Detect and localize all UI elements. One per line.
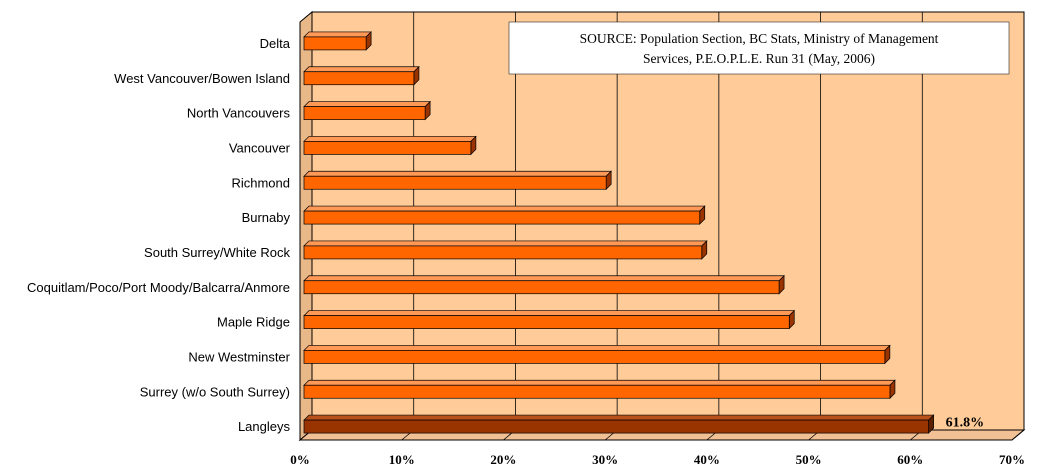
bars: 61.8% — [303, 31, 985, 434]
source-box-background — [508, 21, 1010, 75]
bar — [303, 240, 708, 260]
bar-top-face — [303, 310, 796, 316]
bar-top-face — [303, 345, 891, 351]
bar — [303, 135, 477, 156]
bar-front-face — [303, 106, 426, 120]
x-tick-label: 50% — [796, 452, 822, 467]
bar — [303, 379, 896, 400]
x-tick-label: 60% — [897, 452, 923, 467]
category-label: North Vancouvers — [187, 106, 291, 121]
bar-front-face — [303, 175, 607, 190]
category-label: Coquitlam/Poco/Port Moody/Balcarra/Anmor… — [27, 280, 290, 295]
category-label: West Vancouver/Bowen Island — [114, 71, 290, 86]
category-label: Vancouver — [229, 140, 291, 155]
bar-front-face — [303, 210, 701, 225]
bar-top-face — [303, 170, 613, 177]
bar — [303, 100, 431, 121]
category-label: Burnaby — [242, 210, 291, 225]
bar-front-face — [303, 141, 472, 155]
x-axis-tick-labels: 0% 10% 20% 30% 40% 50% 60% 70% — [290, 452, 1025, 467]
bar-front-face — [303, 245, 703, 260]
bar-top-face — [303, 136, 477, 142]
source-line-1: SOURCE: Population Section, BC Stats, Mi… — [580, 31, 939, 46]
gridline-floor — [1011, 429, 1025, 441]
bar-top-face — [303, 101, 431, 107]
bar-front-face — [303, 350, 886, 364]
bar — [303, 31, 372, 51]
bar-front-face — [303, 384, 891, 399]
bar — [303, 65, 420, 86]
bar-top-face — [303, 205, 706, 212]
x-tick-label: 30% — [592, 452, 618, 467]
category-label: Surrey (w/o South Surrey) — [140, 384, 290, 399]
source-line-2: Services, P.E.O.P.L.E. Run 31 (May, 2006… — [643, 51, 875, 66]
bar — [303, 414, 935, 434]
bar-top-face — [303, 31, 372, 38]
bar-front-face — [303, 280, 780, 295]
bar-front-face — [303, 315, 790, 329]
bar-top-face — [303, 414, 935, 421]
x-tick-label: 40% — [694, 452, 720, 467]
bar — [303, 170, 613, 191]
category-labels: Delta West Vancouver/Bowen Island North Va… — [27, 36, 291, 434]
x-tick-label: 0% — [290, 452, 310, 467]
category-label: Richmond — [231, 175, 290, 190]
bar — [303, 274, 785, 295]
category-label: Maple Ridge — [217, 315, 290, 330]
x-tick-label: 10% — [389, 452, 415, 467]
bar-front-face — [303, 71, 415, 86]
bar-top-face — [303, 379, 896, 386]
bar — [303, 344, 891, 365]
category-label: Langleys — [238, 419, 291, 434]
x-tick-label: 20% — [490, 452, 516, 467]
bar-front-face — [303, 419, 929, 434]
bar-front-face — [303, 36, 367, 51]
bar-top-face — [303, 275, 785, 282]
bar — [303, 205, 706, 225]
bar-top-face — [303, 240, 708, 247]
category-label: Delta — [260, 36, 291, 51]
source-annotation: SOURCE: Population Section, BC Stats, Mi… — [508, 21, 1010, 75]
category-label: South Surrey/White Rock — [144, 245, 290, 260]
data-label-highlight: 61.8% — [946, 416, 985, 431]
category-label: New Westminster — [188, 349, 290, 364]
bar-top-face — [303, 66, 420, 73]
x-tick-label: 70% — [999, 452, 1025, 467]
bar — [303, 309, 796, 330]
